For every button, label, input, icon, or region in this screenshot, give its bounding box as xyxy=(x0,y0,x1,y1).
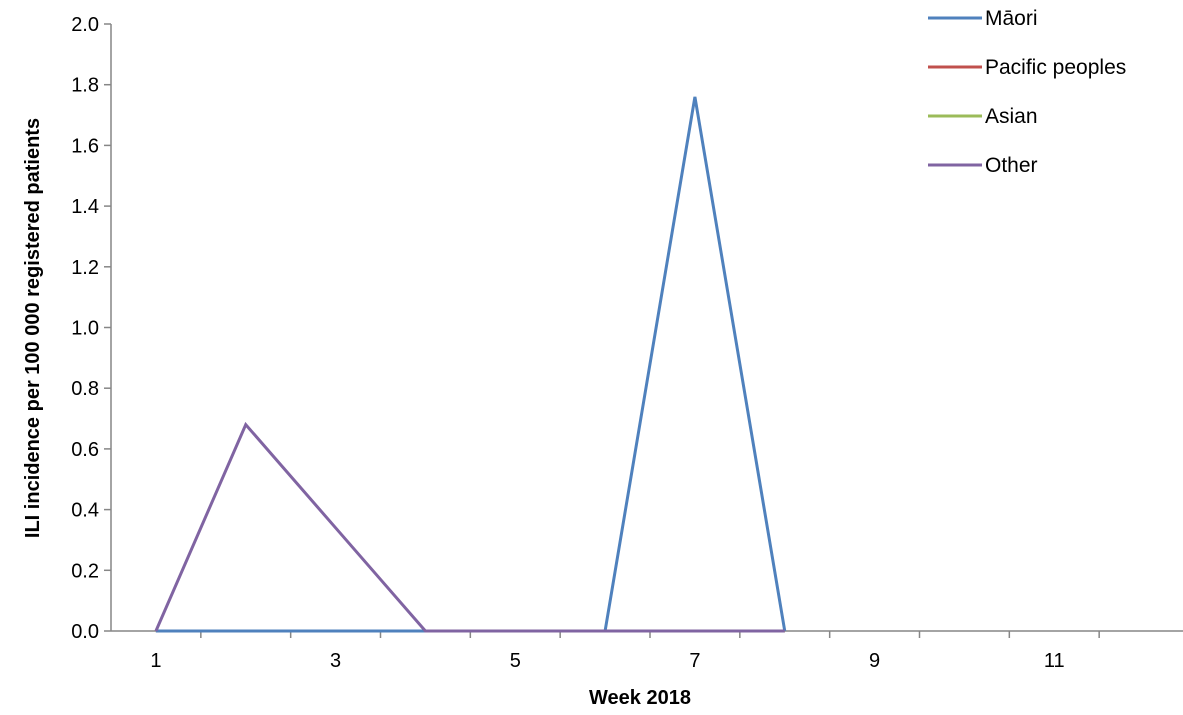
legend: Māori Pacific peoples Asian Other xyxy=(928,7,1126,177)
x-axis-ticks: 1 3 5 7 9 11 xyxy=(150,631,1100,672)
y-tick-label: 1.8 xyxy=(71,75,99,97)
y-tick-label: 0.6 xyxy=(71,439,99,461)
y-tick-label: 0.4 xyxy=(71,500,99,522)
y-axis-ticks: 0.0 0.2 0.4 0.6 0.8 1.0 1.2 1.4 1.6 1.8 2.0 xyxy=(71,14,111,643)
y-tick-label: 0.8 xyxy=(71,378,99,400)
x-tick-label: 1 xyxy=(150,650,161,672)
y-tick-label: 2.0 xyxy=(71,14,99,36)
y-tick-label: 1.0 xyxy=(71,318,99,340)
y-tick-label: 0.2 xyxy=(71,560,99,582)
y-axis-title: ILI incidence per 100 000 registered pat… xyxy=(22,118,44,538)
y-tick-label: 1.4 xyxy=(71,196,99,218)
y-tick-label: 0.0 xyxy=(71,621,99,643)
legend-label: Other xyxy=(985,154,1038,177)
legend-label: Asian xyxy=(985,105,1038,128)
y-tick-label: 1.2 xyxy=(71,257,99,279)
series-lines xyxy=(154,96,787,633)
series-line-m-ori xyxy=(155,96,787,633)
x-axis-title: Week 2018 xyxy=(589,687,691,709)
legend-label: Māori xyxy=(985,7,1038,30)
series-line-other xyxy=(154,421,785,633)
x-tick-label: 3 xyxy=(330,650,341,672)
x-tick-label: 7 xyxy=(689,650,700,672)
legend-label: Pacific peoples xyxy=(985,56,1126,79)
x-tick-label: 11 xyxy=(1044,650,1065,672)
x-tick-label: 9 xyxy=(869,650,880,672)
y-tick-label: 1.6 xyxy=(71,135,99,157)
x-tick-label: 5 xyxy=(510,650,521,672)
